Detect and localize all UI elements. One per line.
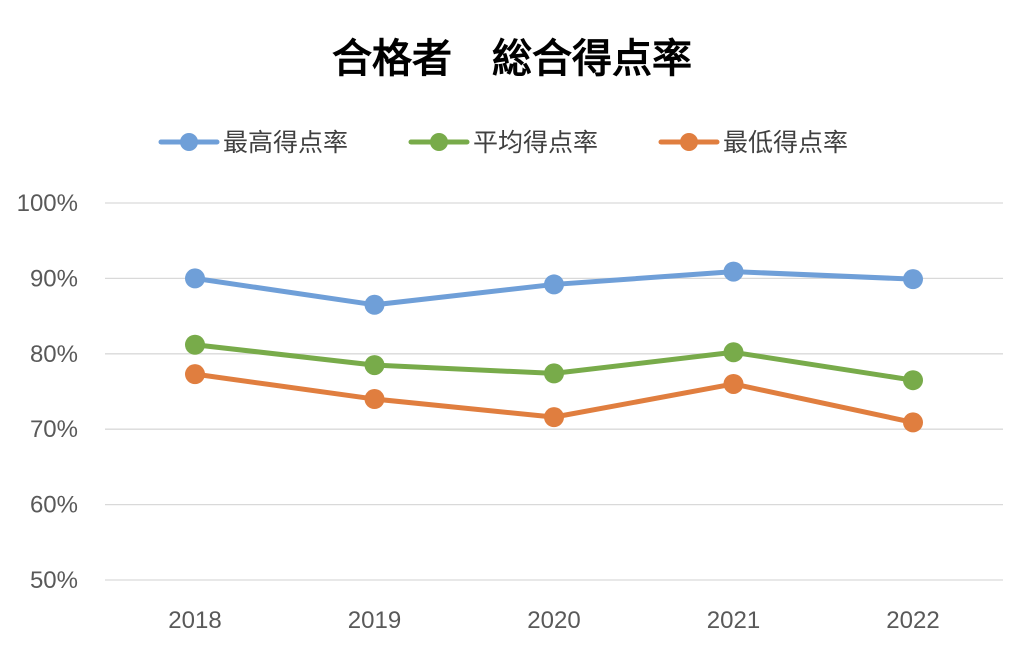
data-point: [723, 373, 744, 394]
legend-marker-swatch: [680, 133, 698, 151]
legend-marker-swatch: [430, 133, 448, 151]
y-tick-label: 70%: [30, 416, 78, 443]
legend-label: 最低得点率: [723, 128, 848, 157]
data-point: [185, 364, 205, 385]
data-point: [185, 334, 205, 355]
legend-label: 最高得点率: [223, 128, 348, 157]
y-tick-label: 90%: [30, 265, 78, 292]
series-layer: [185, 261, 923, 433]
legend-item: 最高得点率: [158, 128, 348, 157]
data-point: [903, 269, 923, 290]
x-axis: 2018 2019 2020 2021 2022: [168, 607, 939, 634]
series-group: [185, 261, 923, 315]
data-point: [723, 261, 744, 282]
y-tick-label: 50%: [30, 567, 78, 594]
data-point: [544, 363, 564, 384]
data-point: [723, 342, 744, 363]
x-tick-label: 2018: [168, 607, 221, 634]
y-axis: 50% 60% 70% 80% 90% 100%: [17, 190, 78, 594]
legend-label: 平均得点率: [473, 128, 598, 157]
legend-marker-swatch: [180, 133, 198, 151]
gridlines: [105, 202, 1003, 581]
series-group: [185, 334, 923, 391]
x-tick-label: 2021: [707, 607, 760, 634]
data-point: [903, 370, 923, 391]
chart-title: 合格者 総合得点率: [332, 36, 692, 82]
y-tick-label: 80%: [30, 341, 78, 368]
data-point: [185, 268, 205, 289]
series-group: [185, 364, 923, 433]
x-tick-label: 2019: [348, 607, 401, 634]
y-tick-label: 100%: [17, 190, 78, 217]
data-point: [364, 294, 385, 315]
y-tick-label: 60%: [30, 492, 78, 519]
legend: 最高得点率 平均得点率 最低得点率: [158, 128, 848, 157]
data-point: [544, 407, 564, 428]
x-tick-label: 2020: [527, 607, 580, 634]
data-point: [903, 412, 923, 433]
data-point: [364, 355, 385, 376]
data-point: [544, 274, 564, 295]
legend-item: 最低得点率: [658, 128, 848, 157]
x-tick-label: 2022: [886, 607, 939, 634]
data-point: [364, 389, 385, 410]
legend-item: 平均得点率: [408, 128, 598, 157]
